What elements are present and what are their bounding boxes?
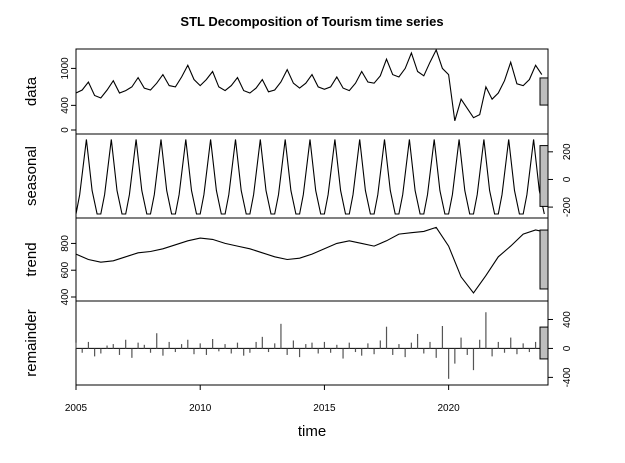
panel-frame-seasonal [75,133,549,219]
y-tick-label: -400 [562,367,573,387]
scale-bar-data [539,77,549,106]
scale-bar-trend [539,229,549,290]
y-tick-label: 200 [562,143,573,160]
series-line-trend [75,226,549,294]
y-tick-label: 400 [60,97,71,114]
x-axis-label: time [298,423,326,440]
y-tick-label: 0 [60,127,71,133]
y-tick-label: 800 [60,235,71,252]
y-tick-label: -200 [562,197,573,217]
scale-bar-remainder [539,326,549,360]
y-tick-label: 0 [562,176,573,182]
scale-bar-seasonal [539,145,549,207]
series-line-data [75,48,543,121]
y-axis-label-trend: trend [23,242,40,276]
x-tick-label: 2020 [438,403,461,414]
chart-title: STL Decomposition of Tourism time series [180,14,443,29]
y-tick-label: 400 [60,288,71,305]
x-tick-label: 2005 [65,403,88,414]
y-axis-label-remainder: remainder [23,309,40,377]
y-tick-label: 0 [562,345,573,351]
series-line-seasonal [75,139,545,215]
y-axis-label-seasonal: seasonal [23,146,40,206]
y-tick-label: 600 [60,261,71,278]
panel-frame-data [75,48,549,135]
y-tick-label: 1000 [60,57,71,80]
x-tick-label: 2015 [313,403,336,414]
y-axis-label-data: data [23,76,40,106]
x-tick-label: 2010 [189,403,212,414]
y-tick-label: 400 [562,311,573,328]
